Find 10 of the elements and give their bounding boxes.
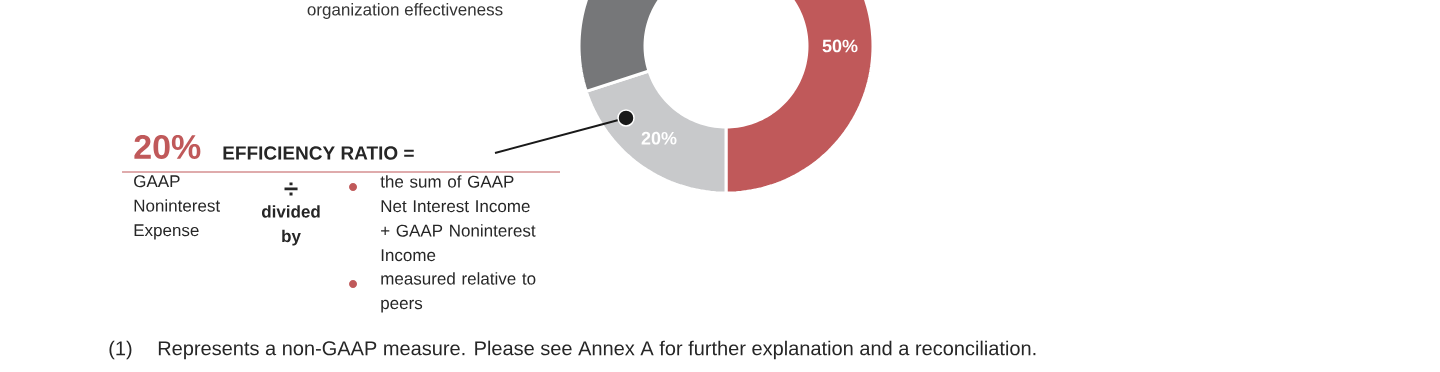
text: EFFICIENCY RATIO = bbox=[223, 146, 414, 160]
text: (1) bbox=[109, 340, 132, 360]
text: divided by bbox=[261, 205, 320, 246]
text: GAAP Noninterest Expense bbox=[134, 175, 221, 240]
text: Represents a non-GAAP measure. Please see Annex A for further explanation and a reconciliation. bbox=[158, 340, 1036, 360]
data-label: 50% bbox=[822, 39, 858, 53]
text: 20% bbox=[134, 134, 201, 160]
text: organization effectiveness bbox=[307, 3, 503, 19]
text: ÷ bbox=[284, 182, 298, 196]
text: measured relative to peers bbox=[381, 272, 536, 313]
